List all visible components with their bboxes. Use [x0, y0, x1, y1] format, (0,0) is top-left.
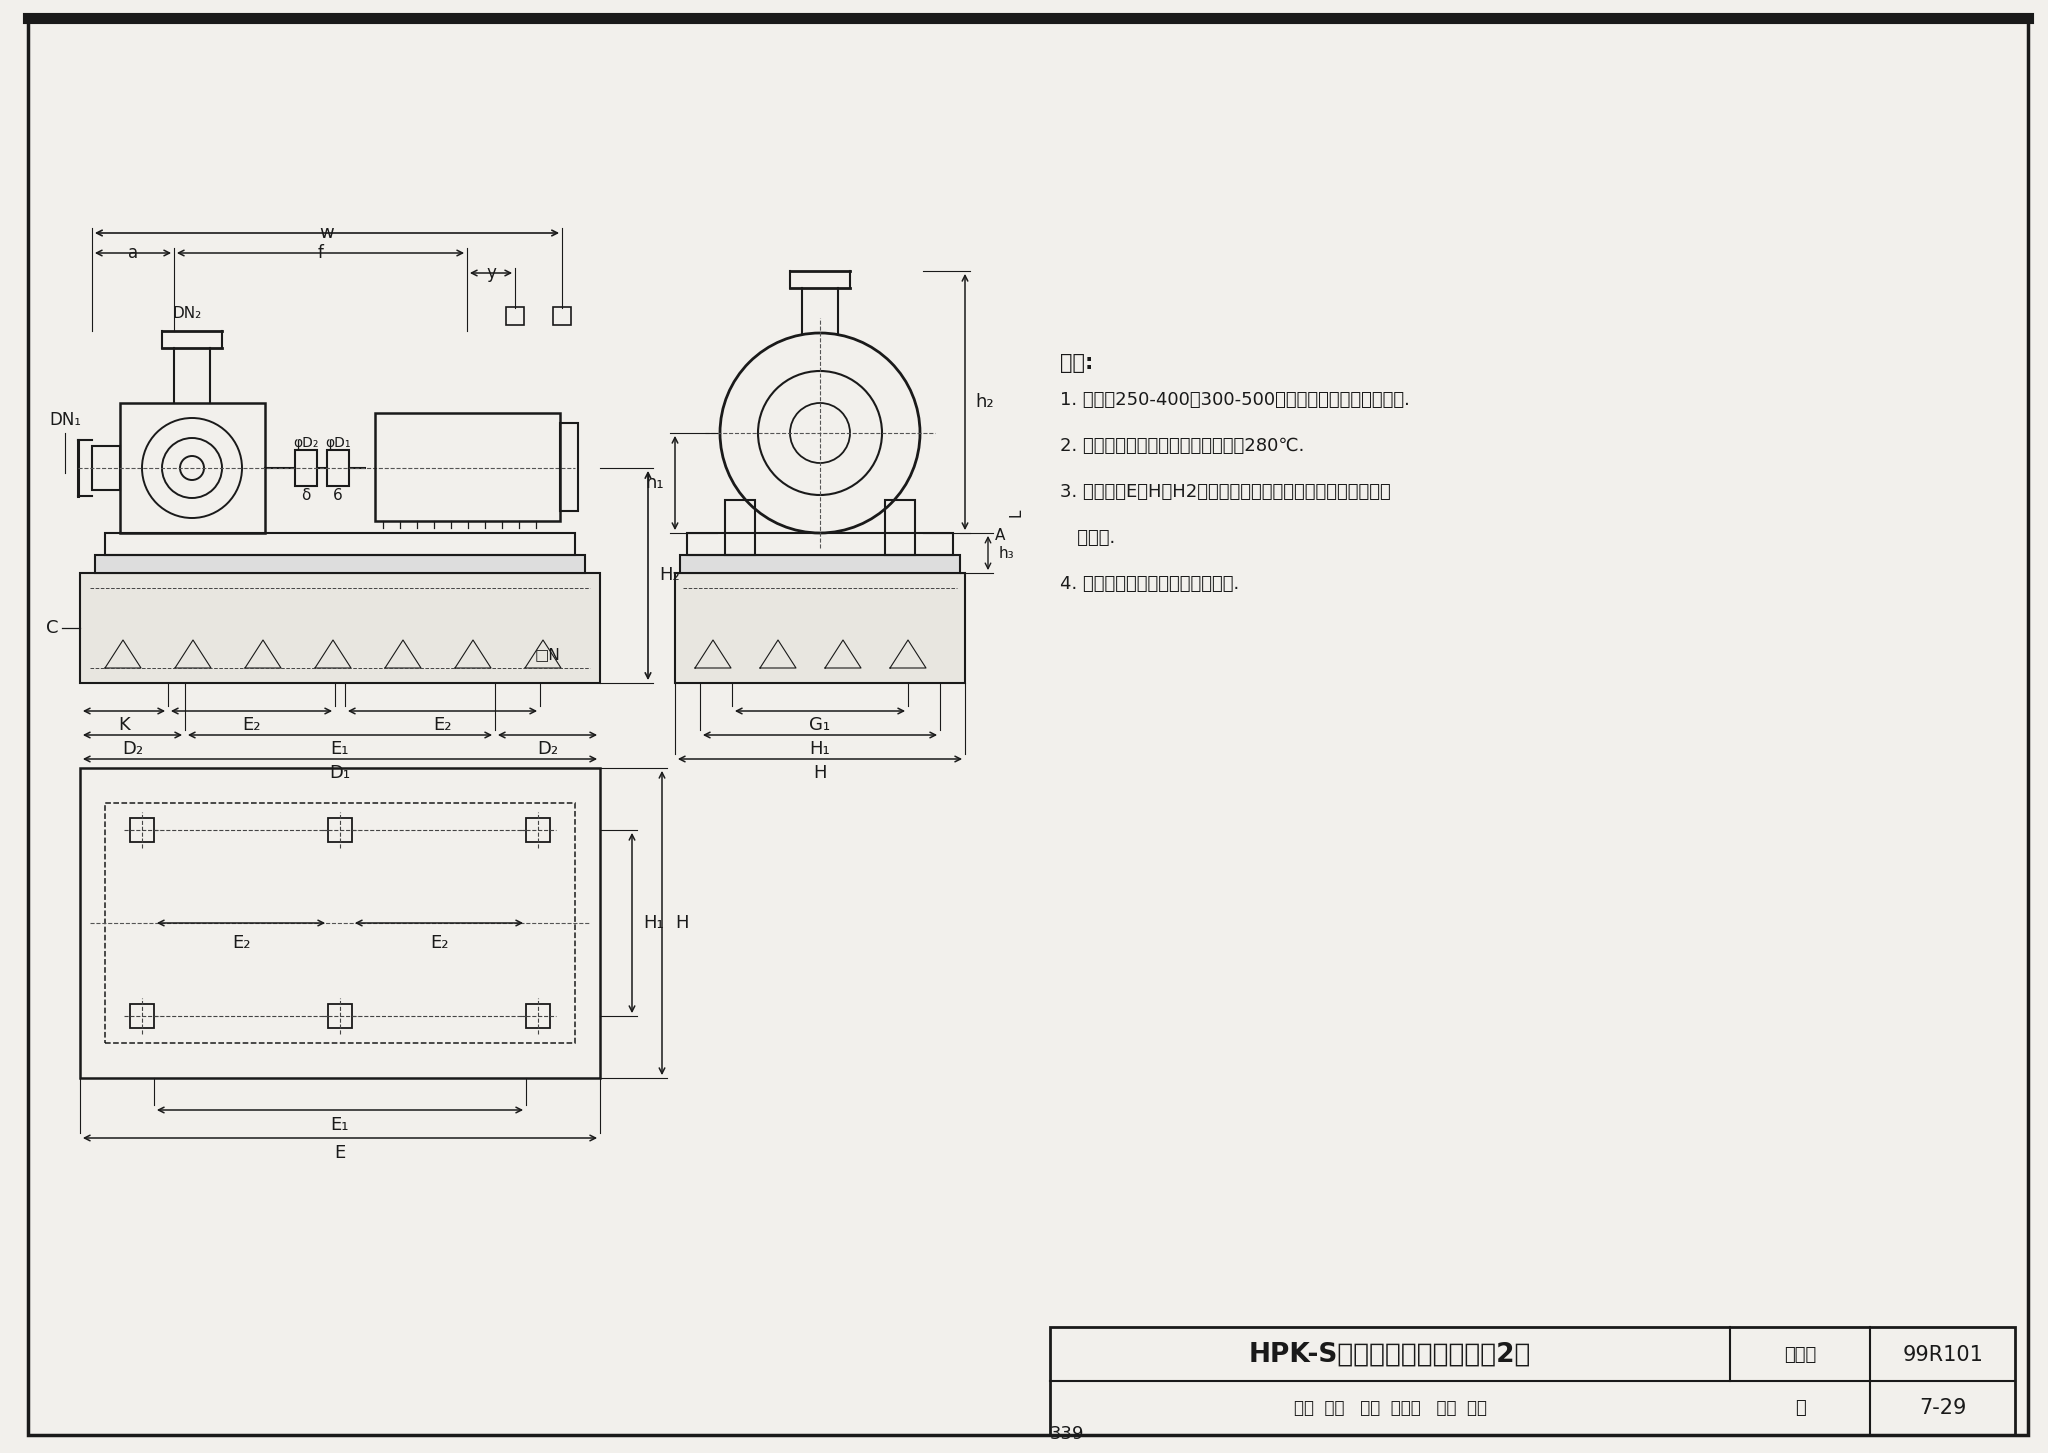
Bar	[686, 533, 952, 555]
Text: E₂: E₂	[434, 716, 453, 734]
Text: 1. 本图为250-400至300-500型配用中阿连轴器的安装图.: 1. 本图为250-400至300-500型配用中阿连轴器的安装图.	[1061, 391, 1409, 408]
Text: 339: 339	[1051, 1425, 1085, 1443]
Bar	[104, 804, 575, 1043]
Text: y: y	[485, 264, 496, 282]
Bar	[526, 1004, 551, 1029]
Text: 99R101: 99R101	[1903, 1345, 1982, 1364]
Text: □N: □N	[535, 648, 561, 663]
Text: φD₂: φD₂	[293, 436, 319, 450]
Text: h₁: h₁	[645, 474, 664, 493]
Bar	[559, 423, 578, 511]
Text: E₂: E₂	[242, 716, 260, 734]
Text: a: a	[127, 244, 137, 262]
Text: H: H	[813, 764, 827, 782]
Bar	[104, 533, 575, 555]
Text: 2. 本产品可输送清水，其温度不高于280℃.: 2. 本产品可输送清水，其温度不高于280℃.	[1061, 437, 1305, 455]
Bar	[92, 446, 121, 490]
Bar	[553, 307, 571, 325]
Bar	[80, 572, 600, 683]
Text: 7-29: 7-29	[1919, 1398, 1966, 1418]
Text: D₁: D₁	[330, 764, 350, 782]
Bar	[725, 500, 756, 555]
Text: H₁: H₁	[643, 914, 664, 931]
Text: 页: 页	[1794, 1399, 1806, 1417]
Bar	[885, 500, 915, 555]
Text: 3. 图中所注E、H、H2及基础高出地面的尺寸，设计时按实际情: 3. 图中所注E、H、H2及基础高出地面的尺寸，设计时按实际情	[1061, 482, 1391, 501]
Bar	[295, 450, 317, 485]
Bar	[1051, 1327, 2015, 1436]
Text: E₂: E₂	[231, 934, 250, 952]
Text: G₁: G₁	[809, 716, 831, 734]
Bar	[121, 402, 264, 533]
Text: E: E	[334, 1144, 346, 1162]
Bar	[80, 769, 600, 1078]
Text: 说明:: 说明:	[1061, 353, 1094, 373]
Text: δ: δ	[301, 488, 311, 504]
Bar	[328, 1004, 352, 1029]
Text: L: L	[1008, 509, 1024, 517]
Bar	[680, 555, 961, 572]
Text: 4. 本图按上海水泵厂产品样本编制.: 4. 本图按上海水泵厂产品样本编制.	[1061, 575, 1239, 593]
Text: E₁: E₁	[330, 740, 350, 758]
Text: E₂: E₂	[430, 934, 449, 952]
Text: φD₁: φD₁	[326, 436, 350, 450]
Text: D₂: D₂	[537, 740, 557, 758]
Text: 况确定.: 况确定.	[1061, 529, 1116, 546]
Text: h₂: h₂	[975, 392, 995, 411]
Text: E₁: E₁	[330, 1116, 350, 1133]
Text: DN₁: DN₁	[49, 411, 82, 429]
Text: DN₂: DN₂	[172, 305, 201, 321]
Bar	[526, 818, 551, 841]
Text: K: K	[119, 716, 129, 734]
Text: h₃: h₃	[997, 545, 1014, 561]
Text: D₂: D₂	[123, 740, 143, 758]
Text: H₂: H₂	[659, 567, 680, 584]
Text: A: A	[995, 527, 1006, 542]
Bar	[328, 450, 348, 485]
Text: H: H	[676, 914, 688, 931]
Text: HPK-S型热水循环泵安装图（2）: HPK-S型热水循环泵安装图（2）	[1249, 1343, 1532, 1369]
Text: f: f	[317, 244, 324, 262]
Text: w: w	[319, 224, 334, 243]
Bar	[375, 413, 559, 522]
Text: 审核  呼力   校对  郭忠祥   设计  师品: 审核 呼力 校对 郭忠祥 设计 师品	[1294, 1399, 1487, 1417]
Bar	[328, 818, 352, 841]
Text: 图集号: 图集号	[1784, 1345, 1817, 1364]
Bar	[676, 572, 965, 683]
Text: 6: 6	[334, 488, 342, 504]
Bar	[129, 818, 154, 841]
Text: C: C	[45, 619, 57, 636]
Bar	[506, 307, 524, 325]
Bar	[129, 1004, 154, 1029]
Bar	[94, 555, 586, 572]
Text: H₁: H₁	[809, 740, 829, 758]
